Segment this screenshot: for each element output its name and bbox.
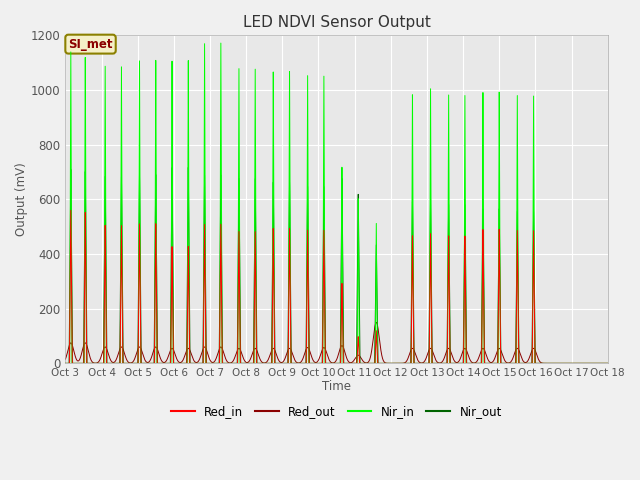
- Red_out: [372, 320, 380, 325]
- Nir_out: [406, 360, 414, 366]
- Red_out: [89, 360, 97, 365]
- Red_out: [604, 360, 612, 366]
- Y-axis label: Output (mV): Output (mV): [15, 163, 28, 236]
- Red_in: [61, 360, 69, 366]
- Nir_in: [493, 360, 500, 366]
- Nir_out: [463, 360, 471, 366]
- Red_in: [258, 360, 266, 366]
- Title: LED NDVI Sensor Output: LED NDVI Sensor Output: [243, 15, 431, 30]
- Red_in: [383, 360, 390, 366]
- Nir_in: [258, 360, 266, 366]
- Nir_out: [184, 165, 192, 170]
- Red_in: [67, 207, 75, 213]
- Nir_out: [493, 360, 500, 366]
- Red_in: [604, 360, 612, 366]
- Nir_in: [61, 360, 69, 366]
- Red_in: [493, 360, 500, 366]
- Nir_in: [406, 360, 414, 366]
- Line: Red_in: Red_in: [65, 210, 608, 363]
- Nir_in: [463, 360, 471, 366]
- Nir_out: [604, 360, 612, 366]
- Red_out: [463, 350, 471, 356]
- Line: Nir_out: Nir_out: [65, 168, 608, 363]
- Nir_in: [89, 360, 97, 366]
- Red_out: [493, 351, 500, 357]
- Nir_out: [61, 360, 69, 366]
- Nir_in: [604, 360, 612, 366]
- Red_out: [383, 360, 390, 366]
- Red_out: [406, 350, 414, 356]
- Line: Nir_in: Nir_in: [65, 43, 608, 363]
- Line: Red_out: Red_out: [65, 323, 608, 363]
- Red_in: [89, 360, 97, 366]
- Text: SI_met: SI_met: [68, 37, 113, 50]
- Red_out: [258, 359, 266, 365]
- Red_in: [463, 360, 471, 366]
- Nir_out: [383, 360, 390, 366]
- Legend: Red_in, Red_out, Nir_in, Nir_out: Red_in, Red_out, Nir_in, Nir_out: [166, 401, 507, 423]
- Nir_in: [217, 40, 225, 46]
- X-axis label: Time: Time: [322, 380, 351, 393]
- Nir_out: [258, 360, 266, 366]
- Red_out: [61, 356, 69, 362]
- Nir_out: [89, 360, 97, 366]
- Nir_in: [383, 360, 390, 366]
- Red_in: [406, 360, 414, 366]
